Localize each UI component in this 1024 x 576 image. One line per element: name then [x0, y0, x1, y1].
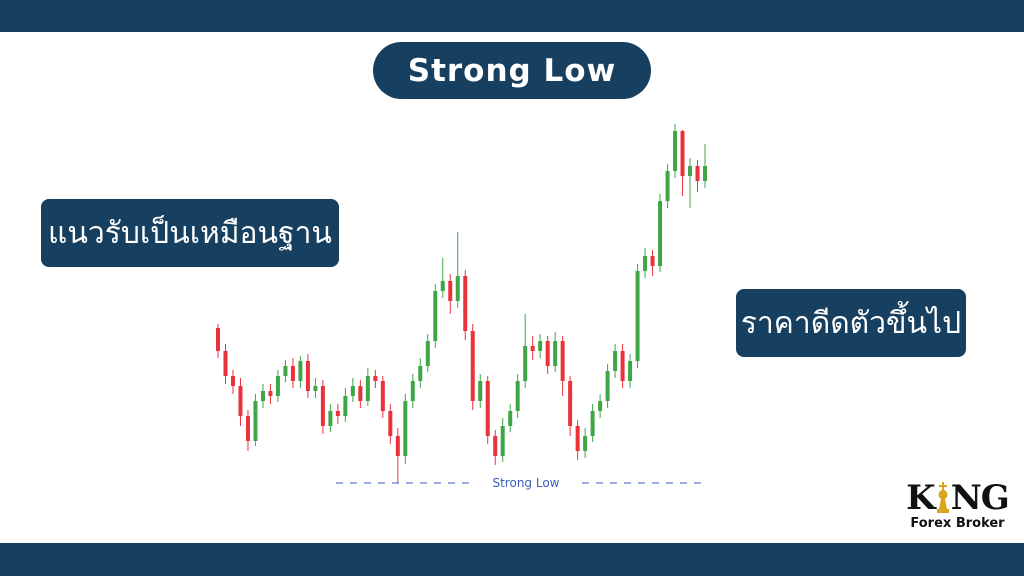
bottom-band	[0, 543, 1024, 576]
candle-body	[418, 366, 423, 381]
logo: K NG Forex Broker	[900, 480, 1015, 531]
candle-body	[493, 436, 498, 456]
candle-body	[223, 351, 228, 376]
title: Strong Low	[373, 42, 651, 99]
candle-body	[448, 281, 453, 301]
left-label: แนวรับเป็นเหมือนฐาน	[41, 199, 339, 267]
candle-body	[665, 171, 670, 201]
candle-body	[605, 371, 610, 401]
candle-body	[380, 381, 385, 411]
candle-body	[268, 391, 273, 396]
candle-body	[590, 411, 595, 436]
candle-body	[283, 366, 288, 376]
level-label: Strong Low	[492, 476, 559, 490]
candle-body	[388, 411, 393, 436]
top-band	[0, 0, 1024, 32]
candle-body	[695, 166, 700, 181]
candle-body	[688, 166, 693, 176]
candle-body	[395, 436, 400, 456]
candle-body	[500, 426, 505, 456]
right-label: ราคาดีดตัวขึ้นไป	[736, 289, 966, 357]
logo-subtitle: Forex Broker	[910, 516, 1005, 531]
logo-left: K	[906, 478, 936, 518]
candle-body	[703, 166, 707, 181]
candle-body	[410, 381, 415, 401]
candle-body	[598, 401, 603, 411]
candle-body	[440, 281, 445, 291]
candle-body	[508, 411, 513, 426]
candle-body	[560, 341, 565, 381]
candle-body	[463, 276, 468, 331]
candle-body	[216, 328, 220, 351]
candle-body	[583, 436, 588, 451]
candle-body	[635, 271, 640, 361]
candle-body	[403, 401, 408, 456]
candle-body	[313, 386, 318, 391]
candle-body	[238, 386, 243, 416]
candle-body	[343, 396, 348, 416]
candle-body	[470, 331, 475, 401]
candle-body	[553, 341, 558, 366]
candle-body	[545, 341, 550, 366]
candle-body	[335, 411, 340, 416]
candle-body	[530, 346, 535, 351]
candle-body	[298, 361, 303, 381]
candle-body	[275, 376, 280, 396]
candle-body	[260, 391, 265, 401]
logo-word: K NG	[900, 480, 1015, 516]
candle-body	[673, 131, 678, 171]
candle-body	[515, 381, 520, 411]
candle-body	[358, 386, 363, 401]
candle-body	[680, 131, 685, 176]
candle-body	[658, 201, 663, 266]
candle-body	[253, 401, 258, 441]
candle-body	[650, 256, 655, 266]
candle-body	[538, 341, 543, 351]
candle-body	[305, 361, 310, 391]
candle-body	[290, 366, 295, 381]
candle-body	[320, 386, 325, 426]
candle-body	[245, 416, 250, 441]
candle-body	[230, 376, 235, 386]
candle-body	[478, 381, 483, 401]
candle-body	[575, 426, 580, 451]
candle-body	[643, 256, 648, 271]
logo-right: NG	[950, 478, 1010, 518]
candle-body	[350, 386, 355, 396]
candle-body	[620, 351, 625, 381]
candle-body	[433, 291, 438, 341]
candle-body	[328, 411, 333, 426]
candle-body	[425, 341, 430, 366]
candle-body	[365, 376, 370, 401]
candle-body	[613, 351, 618, 371]
candle-body	[523, 346, 528, 381]
candle-body	[628, 361, 633, 381]
candle-body	[485, 381, 490, 436]
candle-body	[455, 276, 460, 301]
candle-body	[568, 381, 573, 426]
candle-body	[373, 376, 378, 381]
logo-icon	[936, 482, 949, 513]
